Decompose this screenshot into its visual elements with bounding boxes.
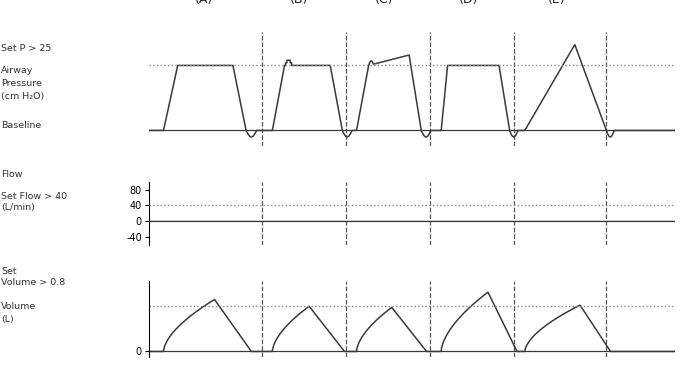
Text: Set: Set (1, 267, 17, 276)
Text: (L/min): (L/min) (1, 203, 35, 212)
Text: (C): (C) (375, 0, 394, 6)
Text: (A): (A) (195, 0, 213, 6)
Text: Pressure: Pressure (1, 79, 42, 88)
Text: Volume: Volume (1, 302, 37, 311)
Text: Baseline: Baseline (1, 121, 42, 130)
Text: (E): (E) (547, 0, 565, 6)
Text: (D): (D) (459, 0, 478, 6)
Text: Volume > 0.8: Volume > 0.8 (1, 278, 66, 287)
Text: Flow: Flow (1, 170, 23, 179)
Text: (cm H₂O): (cm H₂O) (1, 92, 44, 101)
Text: Set Flow > 40: Set Flow > 40 (1, 192, 68, 201)
Text: Airway: Airway (1, 66, 34, 75)
Text: Set P > 25: Set P > 25 (1, 44, 52, 53)
Text: (L): (L) (1, 315, 14, 324)
Text: (B): (B) (289, 0, 308, 6)
